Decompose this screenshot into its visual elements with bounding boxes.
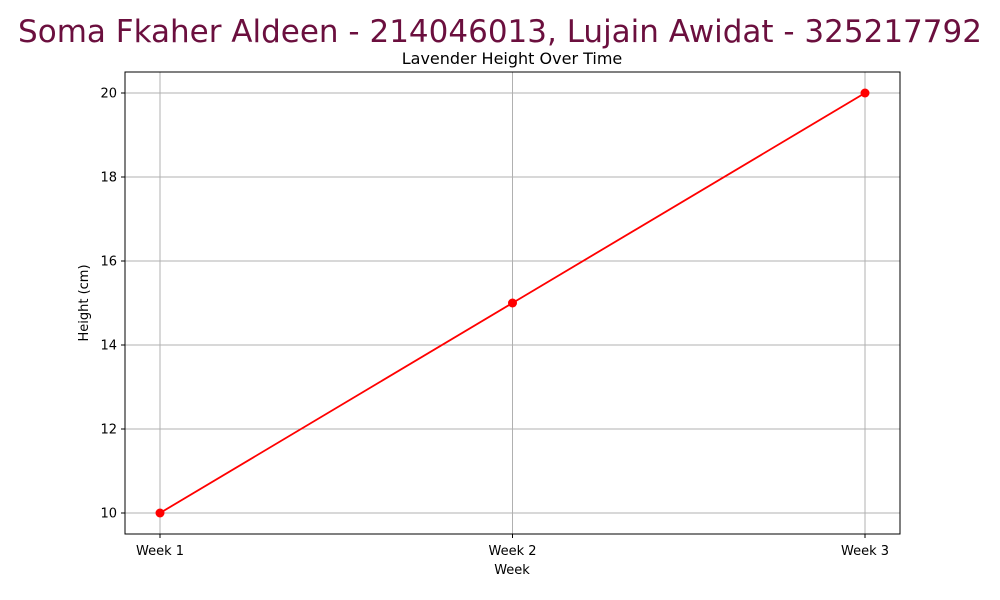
data-point: [155, 508, 165, 518]
axis-ticks: Week 1 Week 2 Week 3 10 12 14 16 18 20: [100, 87, 889, 560]
x-axis-label: Week: [494, 563, 530, 578]
series: [155, 88, 870, 518]
x-tick-label: Week 3: [841, 544, 889, 559]
y-tick-label: 20: [100, 87, 117, 102]
y-tick-label: 12: [100, 423, 117, 438]
x-tick-label: Week 1: [136, 544, 184, 559]
data-point: [860, 88, 870, 98]
x-tick-label: Week 2: [488, 544, 536, 559]
y-axis-label: Height (cm): [77, 264, 92, 341]
y-tick-label: 18: [100, 171, 117, 186]
page-header: Soma Fkaher Aldeen - 214046013, Lujain A…: [18, 14, 982, 50]
y-tick-label: 14: [100, 339, 117, 354]
y-tick-label: 16: [100, 255, 117, 270]
data-point: [508, 298, 517, 308]
chart-title: Lavender Height Over Time: [402, 49, 623, 68]
y-tick-label: 10: [100, 507, 117, 522]
